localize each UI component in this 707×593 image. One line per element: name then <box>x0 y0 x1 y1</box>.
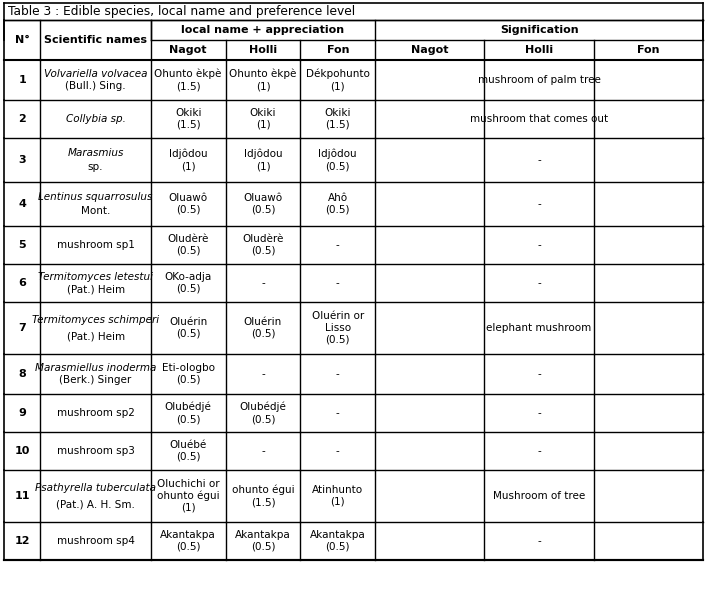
Text: Idjôdou
(1): Idjôdou (1) <box>244 149 282 171</box>
Text: 8: 8 <box>18 369 26 379</box>
Text: Lentinus squarrosulus: Lentinus squarrosulus <box>38 192 153 202</box>
Text: Akantakpa
(0.5): Akantakpa (0.5) <box>160 530 216 552</box>
Text: 2: 2 <box>18 114 26 124</box>
Text: 4: 4 <box>18 199 26 209</box>
Text: 1: 1 <box>18 75 26 85</box>
Text: -: - <box>537 446 541 456</box>
Text: N°: N° <box>15 35 30 45</box>
Text: -: - <box>336 408 339 418</box>
Text: -: - <box>537 408 541 418</box>
Text: 5: 5 <box>18 240 26 250</box>
Text: Holli: Holli <box>525 45 553 55</box>
Text: 12: 12 <box>14 536 30 546</box>
Text: Okiki
(1.5): Okiki (1.5) <box>325 108 351 130</box>
Text: 10: 10 <box>14 446 30 456</box>
Text: Oludèrè
(0.5): Oludèrè (0.5) <box>168 234 209 256</box>
Text: Olubédjé
(0.5): Olubédjé (0.5) <box>240 402 286 424</box>
Text: -: - <box>261 446 265 456</box>
Text: mushroom sp3: mushroom sp3 <box>57 446 134 456</box>
Text: Idjôdou
(0.5): Idjôdou (0.5) <box>318 149 357 171</box>
Text: Oluérin
(0.5): Oluérin (0.5) <box>244 317 282 339</box>
Text: Oluérin or
Lisso
(0.5): Oluérin or Lisso (0.5) <box>312 311 364 345</box>
Text: -: - <box>336 369 339 379</box>
Text: -: - <box>336 446 339 456</box>
Text: (Berk.) Singer: (Berk.) Singer <box>59 375 132 385</box>
Text: Oluawô
(0.5): Oluawô (0.5) <box>169 193 208 215</box>
Text: Akantakpa
(0.5): Akantakpa (0.5) <box>235 530 291 552</box>
Text: Termitomyces schimperi: Termitomyces schimperi <box>32 315 159 325</box>
Text: elephant mushroom: elephant mushroom <box>486 323 592 333</box>
Text: Ahô
(0.5): Ahô (0.5) <box>325 193 350 215</box>
Text: 7: 7 <box>18 323 26 333</box>
Text: -: - <box>261 278 265 288</box>
Text: -: - <box>537 240 541 250</box>
Text: Signification: Signification <box>500 25 578 35</box>
Text: Mushroom of tree: Mushroom of tree <box>493 491 585 501</box>
Text: Psathyrella tuberculata: Psathyrella tuberculata <box>35 483 156 493</box>
Text: Okiki
(1): Okiki (1) <box>250 108 276 130</box>
Text: (Pat.) Heim: (Pat.) Heim <box>66 331 124 342</box>
Text: 9: 9 <box>18 408 26 418</box>
Text: Okiki
(1.5): Okiki (1.5) <box>175 108 201 130</box>
Text: -: - <box>261 369 265 379</box>
Text: mushroom sp2: mushroom sp2 <box>57 408 134 418</box>
Text: Marasmius: Marasmius <box>67 148 124 158</box>
Text: mushroom sp4: mushroom sp4 <box>57 536 134 546</box>
Text: -: - <box>336 278 339 288</box>
Text: -: - <box>537 155 541 165</box>
Text: 11: 11 <box>14 491 30 501</box>
Text: Oluébé
(0.5): Oluébé (0.5) <box>170 440 207 462</box>
Text: Nagot: Nagot <box>170 45 207 55</box>
Text: Olubédjé
(0.5): Olubédjé (0.5) <box>165 402 211 424</box>
Text: mushroom sp1: mushroom sp1 <box>57 240 134 250</box>
Text: Atinhunto
(1): Atinhunto (1) <box>312 485 363 507</box>
Text: mushroom of palm tree: mushroom of palm tree <box>478 75 600 85</box>
Text: Oludèrè
(0.5): Oludèrè (0.5) <box>243 234 284 256</box>
Text: (Bull.) Sing.: (Bull.) Sing. <box>65 81 126 91</box>
Text: mushroom that comes out: mushroom that comes out <box>470 114 608 124</box>
Text: OKo-adja
(0.5): OKo-adja (0.5) <box>165 272 212 294</box>
Text: -: - <box>537 199 541 209</box>
Text: sp.: sp. <box>88 162 103 172</box>
Text: -: - <box>537 536 541 546</box>
Text: Holli: Holli <box>249 45 277 55</box>
Text: Volvariella volvacea: Volvariella volvacea <box>44 69 147 79</box>
Text: Fon: Fon <box>327 45 349 55</box>
Text: Eti-ologbo
(0.5): Eti-ologbo (0.5) <box>162 363 215 385</box>
Text: (Pat.) Heim: (Pat.) Heim <box>66 284 124 294</box>
Text: Termitomyces letestui: Termitomyces letestui <box>38 272 153 282</box>
Text: Dékpohunto
(1): Dékpohunto (1) <box>306 69 370 91</box>
Text: Akantakpa
(0.5): Akantakpa (0.5) <box>310 530 366 552</box>
Text: 6: 6 <box>18 278 26 288</box>
Text: Oluérin
(0.5): Oluérin (0.5) <box>169 317 207 339</box>
Text: Fon: Fon <box>637 45 660 55</box>
Text: Scientific names: Scientific names <box>44 35 147 45</box>
Text: Idjôdou
(1): Idjôdou (1) <box>169 149 207 171</box>
Text: -: - <box>336 240 339 250</box>
Text: local name + appreciation: local name + appreciation <box>182 25 344 35</box>
Text: Nagot: Nagot <box>411 45 448 55</box>
Text: (Pat.) A. H. Sm.: (Pat.) A. H. Sm. <box>56 499 135 509</box>
Text: ohunto égui
(1.5): ohunto égui (1.5) <box>232 485 294 507</box>
Text: Mont.: Mont. <box>81 206 110 216</box>
Text: Oluawô
(0.5): Oluawô (0.5) <box>243 193 283 215</box>
Text: Ohunto èkpè
(1): Ohunto èkpè (1) <box>229 69 297 91</box>
Text: -: - <box>537 278 541 288</box>
Text: Collybia sp.: Collybia sp. <box>66 114 126 124</box>
Text: -: - <box>537 369 541 379</box>
Text: Oluchichi or
ohunto égui
(1): Oluchichi or ohunto égui (1) <box>157 479 219 513</box>
Text: Ohunto èkpè
(1.5): Ohunto èkpè (1.5) <box>155 69 222 91</box>
Text: Marasmiellus inoderma: Marasmiellus inoderma <box>35 362 156 372</box>
Text: 3: 3 <box>18 155 26 165</box>
Text: Table 3 : Edible species, local name and preference level: Table 3 : Edible species, local name and… <box>8 5 355 18</box>
